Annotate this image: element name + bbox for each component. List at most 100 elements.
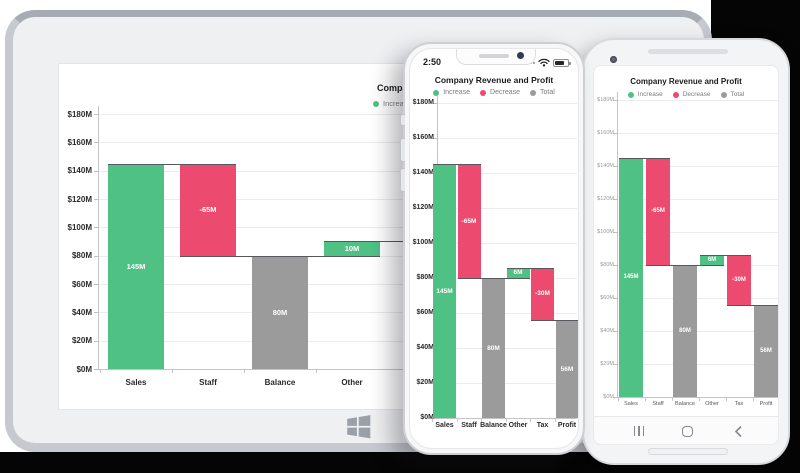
gridline (98, 142, 541, 144)
bar-profit[interactable]: 56M (555, 320, 578, 418)
axis-tick (613, 331, 617, 332)
axis-tick (94, 283, 98, 285)
chart-legend: Increase Decrease Total (594, 91, 778, 98)
x-axis-tick (752, 398, 754, 401)
x-axis-category-label: Other (341, 378, 363, 387)
x-axis-tick (505, 419, 507, 422)
axis-tick (433, 138, 437, 139)
y-axis-tick-label: $180M (67, 109, 92, 119)
volume-up-button[interactable] (400, 138, 405, 162)
bar-sales[interactable]: 145M (433, 164, 456, 418)
nav-divider (594, 416, 778, 417)
gridline (617, 199, 778, 200)
gridline (437, 173, 577, 174)
waterfall-connector (252, 255, 380, 257)
y-axis-tick-label: $80M (416, 274, 434, 282)
legend-dot-icon (627, 91, 634, 98)
legend-item-decrease[interactable]: Decrease (672, 91, 711, 98)
chart-title: Company Revenue and Profit (434, 75, 554, 85)
x-axis-category-label: Other (705, 401, 719, 407)
bar-balance[interactable]: 80M (482, 278, 505, 418)
gridline (437, 348, 577, 349)
y-axis-tick-label: $20M (600, 360, 614, 367)
y-axis-tick-label: $120M (597, 195, 614, 202)
volume-down-button[interactable] (400, 168, 405, 192)
iphone-notch (456, 49, 536, 65)
legend-item-increase[interactable]: Increase (627, 91, 663, 98)
bar-other[interactable]: 6M (700, 255, 724, 265)
bar-sales[interactable]: 145M (619, 157, 643, 397)
bar-profit[interactable]: 56M (754, 304, 778, 397)
x-axis (98, 368, 541, 370)
x-axis-category-label: Profit (557, 422, 577, 429)
y-axis-tick-label: $20M (416, 379, 434, 387)
legend-label: Total (730, 91, 745, 98)
legend-label: Increase (443, 89, 471, 96)
gridline (437, 383, 577, 384)
x-axis-category-label: Staff (199, 378, 217, 387)
gridline (98, 114, 541, 115)
x-axis (437, 418, 577, 419)
nav-home-button[interactable] (672, 417, 702, 444)
y-axis-tick-label: $120M (412, 204, 434, 212)
y-axis-tick-label: $180M (412, 99, 434, 107)
waterfall-connector (619, 157, 670, 159)
y-axis-tick-label: $60M (71, 279, 92, 289)
y-axis-tick-label: $100M (67, 222, 92, 232)
bar-value-label: 145M (436, 287, 453, 295)
legend-item-total[interactable]: Total (720, 91, 745, 98)
bar-value-label: 145M (623, 274, 639, 281)
y-axis-tick-label: $0M (76, 364, 92, 374)
legend-item-total[interactable]: Total (530, 89, 555, 96)
gridline (98, 227, 541, 229)
gridline (617, 232, 778, 233)
axis-tick (613, 397, 617, 398)
nav-recents-button[interactable] (624, 417, 654, 444)
x-axis-category-label: Sales (125, 378, 147, 387)
bar-tax[interactable]: -30M (531, 267, 554, 320)
bar-sales[interactable]: 145M (108, 163, 164, 369)
bar-value-label: 56M (760, 347, 772, 354)
gridline (617, 100, 778, 101)
legend-item-decrease[interactable]: Decrease (480, 89, 520, 96)
y-axis-tick-label: $100M (412, 239, 434, 247)
android-speaker-icon (648, 49, 728, 54)
chart-legend: Increase Decrease Total (410, 89, 578, 96)
bar-balance[interactable]: 80M (673, 265, 697, 397)
bar-value-label: -65M (461, 217, 477, 225)
y-axis-tick-label: $160M (412, 134, 434, 142)
x-axis-tick (456, 419, 458, 422)
x-axis-category-label: Profit (759, 401, 773, 407)
axis-tick (94, 312, 98, 314)
iphone-speaker-icon (479, 54, 509, 58)
y-axis-tick-label: $80M (71, 251, 92, 261)
waterfall-connector (482, 278, 530, 279)
bar-staff[interactable]: -65M (457, 164, 481, 278)
bar-value-label: 56M (560, 365, 574, 373)
bar-other[interactable]: 10M (324, 241, 380, 256)
axis-tick (433, 103, 437, 104)
bar-staff[interactable]: -65M (646, 157, 670, 265)
x-axis-category-label: Balance (264, 378, 296, 387)
axis-tick (613, 199, 617, 200)
android-screen: Company Revenue and Profit Increase Decrea… (593, 65, 779, 445)
axis-tick (613, 166, 617, 167)
x-axis-tick (698, 398, 700, 401)
gridline (98, 170, 541, 172)
bar-other[interactable]: 6M (506, 267, 530, 278)
y-axis-tick-label: $140M (67, 166, 92, 176)
bar-balance[interactable]: 80M (252, 255, 308, 369)
windows-home-button[interactable] (345, 413, 372, 440)
legend-item-increase[interactable]: Increase (433, 89, 470, 96)
bar-tax[interactable]: -30M (727, 255, 751, 305)
bar-staff[interactable]: -65M (180, 163, 236, 256)
status-time: 2:50 (423, 57, 442, 67)
waterfall-connector (727, 304, 778, 306)
legend-item-increase[interactable]: Increase (373, 99, 412, 108)
home-icon (681, 425, 693, 437)
y-axis-tick-label: $140M (412, 169, 434, 177)
nav-back-button[interactable] (723, 417, 753, 444)
gridline (617, 133, 778, 134)
x-axis-category-label: Sales (435, 422, 454, 429)
mute-switch[interactable] (400, 114, 405, 126)
